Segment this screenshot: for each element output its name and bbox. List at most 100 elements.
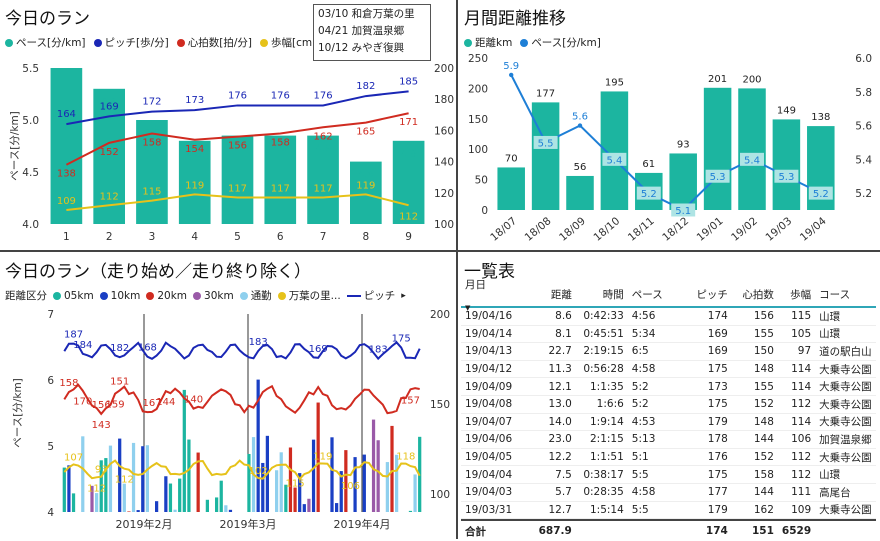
legend-dot-icon (176, 38, 185, 47)
bar (187, 439, 191, 512)
table-row[interactable]: 19/04/14 8.1 0:45:51 5:34 169 155 105 山環 (461, 326, 876, 344)
y2-tick-label: 100 (430, 489, 450, 501)
table-cell: 加賀温泉郷 (819, 433, 872, 446)
point-value-label: 5.9 (503, 61, 519, 72)
y2-tick-label: 160 (434, 125, 454, 137)
bar (376, 440, 380, 512)
table-cell: 179 (707, 503, 728, 516)
table-footer: 合計 687.9 174 151 6529 (461, 519, 876, 541)
table-cell: 大乗寺公園 (819, 398, 872, 411)
y-tick-label: 100 (468, 144, 488, 156)
footer-stride: 6529 (781, 525, 812, 537)
race-note: 03/10 和倉万葉の里 (318, 8, 415, 20)
y2-tick-label: 5.8 (855, 87, 872, 99)
bar (339, 471, 343, 512)
bar (302, 504, 306, 512)
table-cell: 148 (753, 363, 774, 376)
table-cell: 162 (753, 503, 774, 516)
y-tick-label: 7 (47, 309, 54, 321)
table-row[interactable]: 19/04/08 13.0 1:6:6 5:2 175 152 112 大乗寺公園 (461, 396, 876, 414)
table-cell: 0:38:17 (583, 468, 624, 481)
header-pitch[interactable]: ピッチ (696, 288, 728, 301)
table-cell: 19/04/14 (465, 327, 513, 340)
table-cell: 8.1 (555, 327, 572, 340)
table-row[interactable]: 19/04/05 12.2 1:1:51 5:1 176 152 112 大乗寺公園 (461, 449, 876, 467)
table-row[interactable]: 19/04/09 12.1 1:1:35 5:2 173 155 114 大乗寺公園 (461, 378, 876, 396)
header-course[interactable]: コース (819, 288, 851, 301)
bar (371, 419, 376, 512)
panel-today-run-trimmed[interactable]: 今日のラン（走り始め／走り終り除く） 距離区分 05km 10km 20km 3… (0, 252, 456, 539)
today-run-chart[interactable]: 4.0 4.5 5.0 5.5 100 120 140 160 180 200 ペース[分/km] 1… (0, 0, 456, 250)
x-tick-label: 19/04 (798, 215, 829, 244)
point-label-box (705, 169, 730, 183)
y-axis-label: ペース[分/km] (9, 111, 21, 181)
monthly-distance-chart[interactable]: 0 50 100 150 200 250 5.2 5.4 5.6 5.8 6.0 70 18/07 177… (458, 0, 880, 250)
sort-desc-icon[interactable]: ▼ (465, 303, 471, 312)
table-row[interactable]: 19/04/16 8.6 0:42:33 4:56 174 156 115 山環 (461, 308, 876, 326)
header-date[interactable]: 月日 ▼ (461, 277, 527, 312)
header-heartrate[interactable]: 心拍数 (742, 288, 774, 301)
table-row[interactable]: 19/04/03 5.7 0:28:35 4:58 177 144 111 高尾台 (461, 484, 876, 502)
table-cell: 148 (753, 415, 774, 428)
point-value-label: 112 (100, 191, 119, 202)
point-value-label: 140 (184, 395, 203, 406)
x-tick-label: 1 (63, 231, 70, 243)
bar (173, 509, 177, 512)
table-row[interactable]: 19/04/04 7.5 0:38:17 5:5 175 158 112 山環 (461, 466, 876, 484)
header-time[interactable]: 時間 (602, 288, 624, 301)
panel-monthly-distance[interactable]: 月間距離推移 距離km ペース[分/km] 0 50 100 150 200 250 5.2… (458, 0, 880, 250)
point-value-label: 5.6 (572, 112, 588, 123)
footer-label: 合計 (465, 525, 486, 538)
bar (279, 452, 283, 512)
legend-dot-icon (277, 291, 286, 300)
table-body: 19/04/16 8.6 0:42:33 4:56 174 156 115 山環 19/04/1… (461, 308, 876, 520)
table-cell: 14.0 (548, 415, 572, 428)
table-row[interactable]: 19/04/06 23.0 2:1:15 5:13 178 144 106 加賀温泉郷 (461, 431, 876, 449)
x-tick-label: 4 (191, 231, 198, 243)
table-row[interactable]: 19/03/31 12.7 1:5:14 5:5 179 162 109 大乗寺公園 (461, 502, 876, 520)
point-value-label: 5.3 (710, 172, 726, 183)
legend-scroll-right-icon[interactable]: ▸ (401, 290, 406, 301)
point-value-label: 5.3 (778, 172, 794, 183)
header-distance[interactable]: 距離 (550, 288, 572, 301)
point-value-label: 5.1 (675, 206, 691, 217)
table-cell: 114 (791, 363, 812, 376)
x-tick-label: 2019年2月 (116, 517, 173, 531)
legend-dot-icon (239, 291, 248, 300)
y-axis-label: ペース[分/km] (12, 378, 24, 448)
bar (316, 402, 320, 512)
header-stride[interactable]: 歩幅 (790, 288, 812, 301)
table-cell: 19/04/16 (465, 310, 513, 323)
race-notes-box: 03/10 和倉万葉の里 04/21 加賀温泉郷 10/12 みやぎ復興 (313, 4, 431, 61)
bar (178, 140, 211, 224)
series-line (66, 90, 409, 126)
point-value-label: 176 (228, 90, 247, 101)
table-cell: 6:5 (631, 345, 649, 358)
point-label-box (740, 152, 764, 166)
bar (118, 438, 122, 512)
x-tick-label: 9 (405, 231, 412, 243)
header-pace[interactable]: ペース (631, 288, 663, 301)
run-table[interactable]: 月日 ▼ 距離 時間 ペース ピッチ 心拍数 歩幅 コース 19/04/16 8.6… (461, 279, 876, 520)
table-cell: 5:5 (631, 503, 649, 516)
legend-item-manyo: 万葉の里... (277, 288, 341, 303)
table-cell: 175 (707, 398, 728, 411)
table-row[interactable]: 19/04/07 14.0 1:9:14 4:53 179 148 114 大乗寺公園 (461, 414, 876, 432)
point-value-label: 169 (309, 344, 328, 355)
panel-today-run[interactable]: 今日のラン ペース[分/km] ピッチ[歩/分] 心拍数[拍/分] 歩幅[cm]… (0, 0, 456, 250)
table-cell: 144 (753, 433, 774, 446)
point-value-label: 5.4 (744, 155, 760, 166)
bar (392, 140, 425, 224)
table-row[interactable]: 19/04/13 22.7 2:19:15 6:5 169 150 97 道の駅白山 (461, 343, 876, 361)
trimmed-run-chart[interactable]: 4 5 6 7 100 150 200 ペース[分/km] 2019年2月 2019年3月 2019… (0, 252, 456, 539)
legend-dot-icon (520, 38, 529, 47)
point-value-label: 117 (228, 183, 247, 194)
table-cell: 12.7 (548, 503, 572, 516)
point-value-label: 118 (396, 452, 415, 463)
bar-value-label: 70 (505, 153, 518, 164)
point-label-box (602, 152, 627, 166)
table-cell: 169 (707, 345, 728, 358)
table-row[interactable]: 19/04/12 11.3 0:56:28 4:58 175 148 114 大乗寺公園 (461, 361, 876, 379)
x-tick-label: 2 (106, 231, 113, 243)
legend-item-commute: 通勤 (239, 288, 272, 303)
